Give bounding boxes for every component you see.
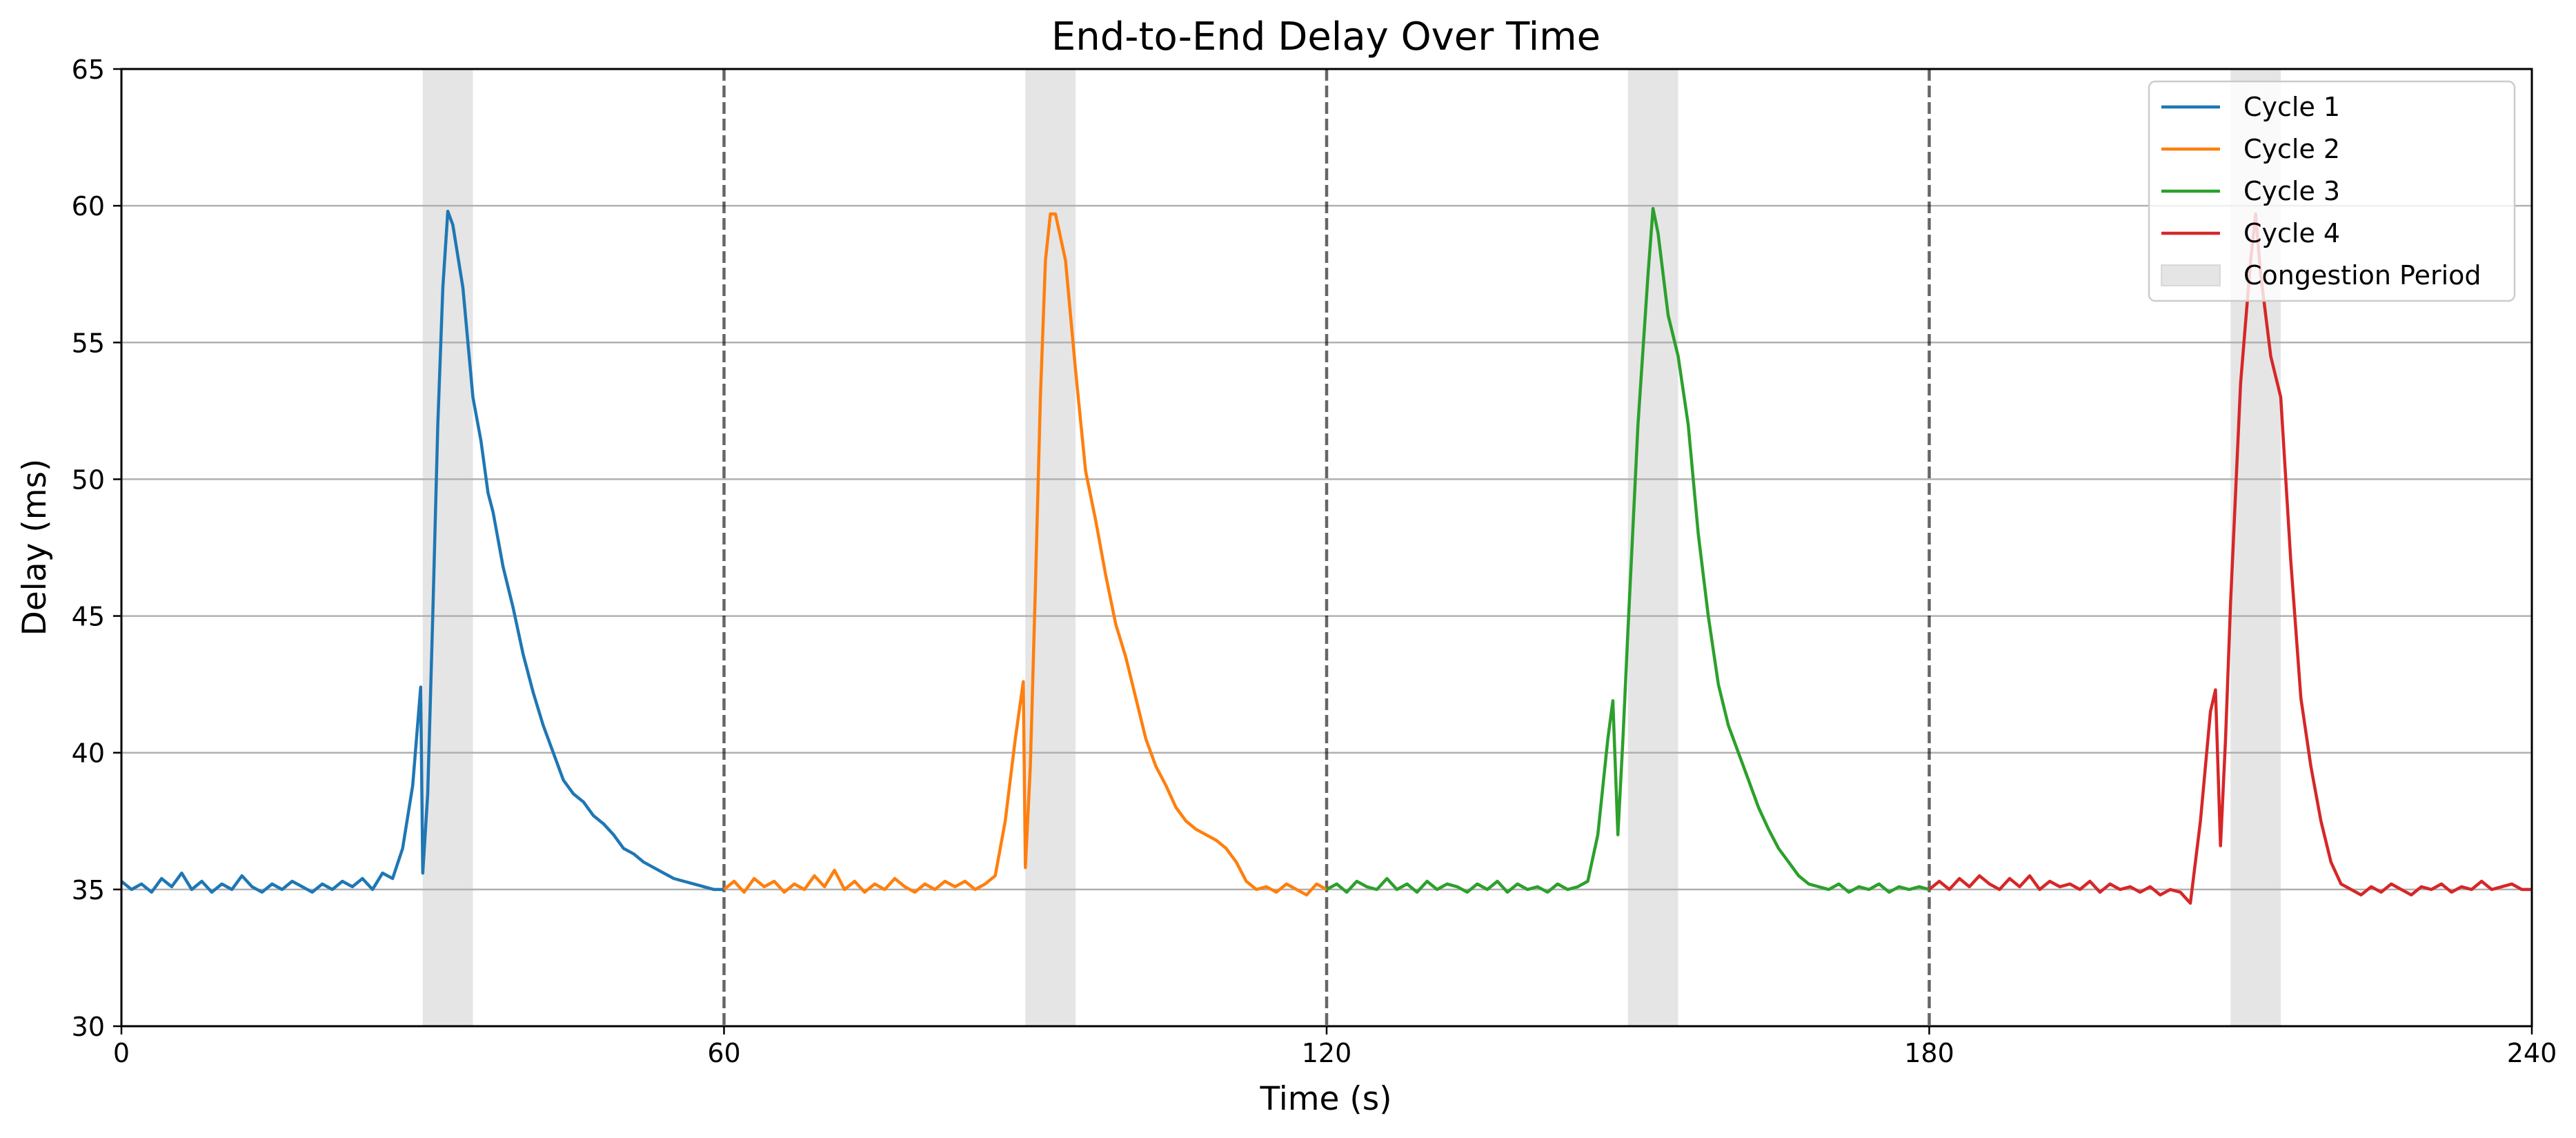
y-tick-label: 55 <box>72 328 105 358</box>
series-line-cycle-1 <box>120 209 724 894</box>
series-line-cycle-2 <box>723 212 1328 897</box>
y-tick-label: 60 <box>72 191 105 222</box>
y-axis-label: Delay (ms) <box>16 459 54 636</box>
y-axis-ticks: 30 35 40 45 50 55 60 65 <box>72 55 121 1042</box>
cycle-boundary-layer <box>722 69 1931 1026</box>
x-axis-ticks: 0 60 120 180 240 <box>113 1026 2557 1068</box>
legend-label-cycle-2: Cycle 2 <box>2243 134 2340 164</box>
y-tick-label: 65 <box>72 55 105 85</box>
chart-title: End-to-End Delay Over Time <box>1051 14 1601 59</box>
x-tick-label: 120 <box>1302 1038 1352 1068</box>
legend-label-cycle-1: Cycle 1 <box>2243 92 2340 122</box>
x-tick-label: 240 <box>2507 1038 2557 1068</box>
x-tick-label: 0 <box>113 1038 130 1068</box>
x-tick-label: 60 <box>707 1038 740 1068</box>
legend-label-cycle-4: Cycle 4 <box>2243 218 2340 248</box>
legend: Cycle 1 Cycle 2 Cycle 3 Cycle 4 Congestion P… <box>2148 80 2516 302</box>
legend-box <box>2148 80 2516 302</box>
legend-label-congestion: Congestion Period <box>2243 260 2481 291</box>
congestion-band-2 <box>1025 69 1076 1026</box>
y-tick-label: 50 <box>72 464 105 495</box>
y-tick-label: 35 <box>72 875 105 905</box>
legend-label-cycle-3: Cycle 3 <box>2243 176 2340 206</box>
series-line-cycle-3 <box>1325 206 1930 894</box>
y-tick-label: 30 <box>72 1012 105 1042</box>
x-axis-label: Time (s) <box>1259 1080 1391 1118</box>
series-layer <box>120 206 2532 905</box>
series-line-cycle-4 <box>1928 212 2532 905</box>
legend-swatch-congestion <box>2161 264 2221 286</box>
x-tick-label: 180 <box>1904 1038 1954 1068</box>
y-tick-label: 40 <box>72 738 105 769</box>
y-tick-label: 45 <box>72 602 105 632</box>
